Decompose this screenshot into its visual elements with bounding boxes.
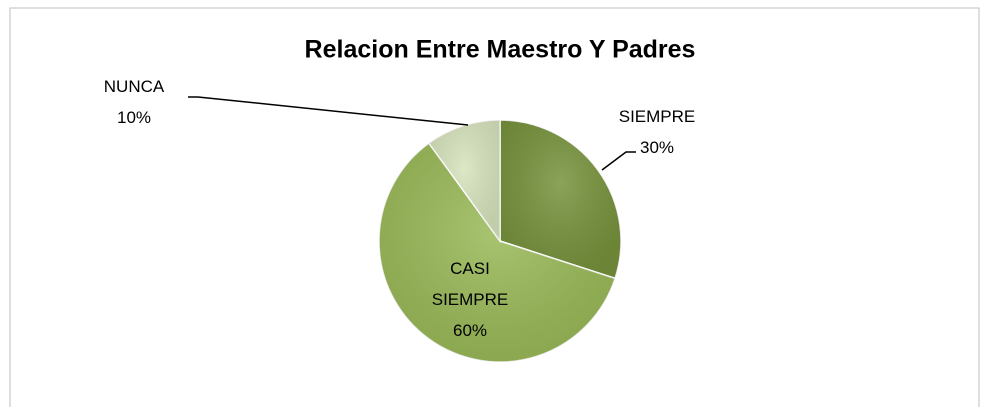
slice-name: NUNCA [103,77,165,96]
leader-line [188,96,469,126]
slice-percent: 60% [452,321,488,340]
data-label: SIEMPRE 30% [600,101,714,163]
slice-name: SIEMPRE [618,107,696,126]
data-label: NUNCA 10% [78,71,190,133]
slice-name: CASI SIEMPRE [431,259,509,309]
slice-percent: 10% [116,108,152,127]
chart-frame [9,7,980,407]
chart-title: Relacion Entre Maestro Y Padres [305,36,696,64]
leader-line [601,151,636,171]
slice-percent: 30% [639,138,675,157]
data-label: CASI SIEMPRE 60% [420,253,520,346]
